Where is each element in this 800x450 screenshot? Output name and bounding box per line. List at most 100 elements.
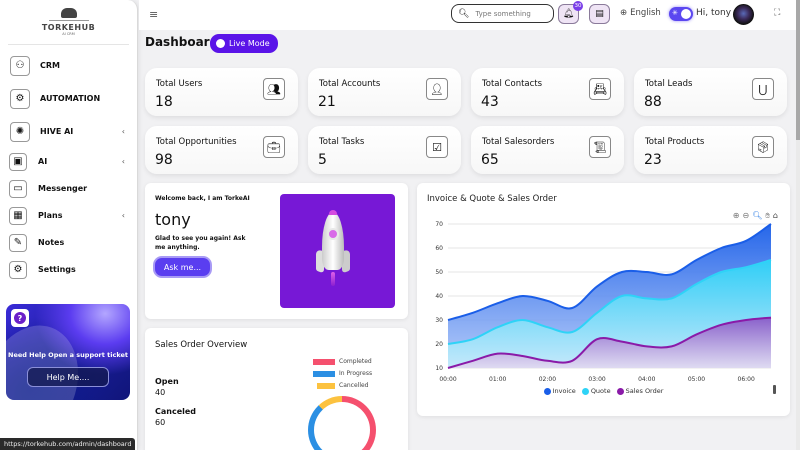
settings-icon: ⚙ <box>9 260 27 279</box>
sidebar-item-ai[interactable]: ▣ AI ‹ <box>0 148 137 175</box>
ask-me-button[interactable]: Ask me... <box>155 258 210 276</box>
stat-card-total-contacts[interactable]: Total Contacts 43 📇︎ <box>471 68 624 116</box>
opportunity-icon: 💼︎ <box>263 136 285 158</box>
legend-invoice[interactable]: Invoice <box>543 387 576 395</box>
selection-zoom-icon[interactable]: 🔍︎ <box>752 211 763 220</box>
sidebar-item-label: Plans <box>38 211 63 220</box>
chevron-left-icon[interactable]: ‹ <box>121 127 125 136</box>
legend-label: Completed <box>339 358 372 365</box>
notifications-button[interactable]: 🔔︎ 30 <box>558 1 583 24</box>
zoom-out-icon[interactable]: ⊖ <box>742 211 750 220</box>
search-box[interactable]: 🔍︎ <box>451 4 554 23</box>
svg-text:04:00: 04:00 <box>638 376 655 383</box>
welcome-intro: Welcome back, I am TorkeAI <box>155 195 250 202</box>
page-scrollbar[interactable] <box>796 0 800 450</box>
theme-toggle[interactable]: ✳ <box>669 7 693 21</box>
sales-donut-chart[interactable] <box>308 396 376 450</box>
live-mode-button[interactable]: Live Mode <box>210 34 278 53</box>
legend-in-progress[interactable]: In Progress <box>313 370 372 377</box>
stat-card-total-leads[interactable]: Total Leads 88 ⋃ <box>634 68 787 116</box>
welcome-user-name: tony <box>155 210 191 229</box>
live-mode-label: Live Mode <box>229 39 270 48</box>
svg-text:40: 40 <box>435 293 443 300</box>
sidebar-item-notes[interactable]: ✎ Notes <box>0 229 137 256</box>
stat-card-total-products[interactable]: Total Products 23 📦︎ <box>634 126 787 174</box>
stat-value: 98 <box>155 152 173 168</box>
legend-sales-order[interactable]: Sales Order <box>616 387 663 395</box>
plans-icon: ▦ <box>9 206 27 225</box>
stat-card-total-tasks[interactable]: Total Tasks 5 ☑ <box>308 126 461 174</box>
stat-label: Total Accounts <box>319 79 381 89</box>
globe-icon: ⊕ <box>620 8 628 18</box>
users-icon: 👥︎ <box>263 78 285 100</box>
sidebar-nav: ⚇ CRM ⚙ AUTOMATION ✺ HIVE AI ‹ ▣ AI ‹ ▭ Messen… <box>0 45 137 283</box>
stat-value: 21 <box>318 94 336 110</box>
line-quote[interactable] <box>447 259 772 345</box>
lead-magnet-icon: ⋃ <box>752 78 774 100</box>
salesorder-icon: 📜︎ <box>589 136 611 158</box>
stat-card-total-accounts[interactable]: Total Accounts 21 👤︎ <box>308 68 461 116</box>
chart-toolbar: ⊕ ⊖ 🔍︎ ✋︎ ⌂ <box>733 211 778 221</box>
help-me-button[interactable]: Help Me.... <box>27 367 109 387</box>
stat-label: Total Leads <box>645 79 693 89</box>
language-selector[interactable]: ⊕ English <box>620 8 661 18</box>
stat-value: 5 <box>318 152 327 168</box>
help-text: Need Help Open a support ticket <box>8 351 128 359</box>
sidebar-item-hive-ai[interactable]: ✺ HIVE AI ‹ <box>0 115 137 148</box>
svg-text:70: 70 <box>435 221 443 228</box>
user-avatar[interactable] <box>733 4 754 25</box>
legend-scroll-handle[interactable] <box>773 385 776 394</box>
hamburger-menu-icon[interactable]: ≡ <box>149 8 159 21</box>
legend-label: Quote <box>590 387 611 395</box>
sidebar-item-plans[interactable]: ▦ Plans ‹ <box>0 202 137 229</box>
sales-order-overview-card: Sales Order Overview Open 40 Canceled 60… <box>145 328 408 450</box>
svg-text:02:00: 02:00 <box>539 376 556 383</box>
search-input[interactable] <box>475 9 551 18</box>
bell-icon: 🔔︎ <box>562 9 575 19</box>
legend-completed[interactable]: Completed <box>313 358 372 365</box>
area-chart[interactable]: 10 20 30 40 50 60 70 00:00 01:00 02:00 03:00 04:00 0… <box>417 183 790 416</box>
line-invoice[interactable] <box>447 223 772 321</box>
chart-title: Invoice & Quote & Sales Order <box>427 194 557 204</box>
sales-overview-title: Sales Order Overview <box>155 340 248 350</box>
chevron-left-icon[interactable]: ‹ <box>121 157 125 166</box>
sidebar-item-label: AUTOMATION <box>40 94 101 103</box>
metric-canceled-value: 60 <box>155 418 166 427</box>
rocket-illustration <box>280 194 395 308</box>
sidebar-item-automation[interactable]: ⚙ AUTOMATION <box>0 82 137 115</box>
user-greeting[interactable]: Hi, tony <box>696 8 732 18</box>
svg-text:20: 20 <box>435 341 443 348</box>
ai-chip-icon: ▣ <box>9 152 27 171</box>
sidebar: TORKEHUB AI CRM ⚇ CRM ⚙ AUTOMATION ✺ HIVE … <box>0 0 138 450</box>
fullscreen-icon[interactable]: ⛶ <box>774 8 781 18</box>
legend-cancelled[interactable]: Cancelled <box>317 382 369 389</box>
stat-card-total-users[interactable]: Total Users 18 👥︎ <box>145 68 298 116</box>
stat-card-total-opportunities[interactable]: Total Opportunities 98 💼︎ <box>145 126 298 174</box>
stat-value: 23 <box>644 152 662 168</box>
legend-quote[interactable]: Quote <box>581 387 611 395</box>
zoom-in-icon[interactable]: ⊕ <box>732 211 740 220</box>
stat-label: Total Users <box>156 79 203 89</box>
scrollbar-thumb[interactable] <box>796 0 800 140</box>
stat-label: Total Opportunities <box>156 137 237 147</box>
chat-button[interactable]: ▤ <box>589 4 610 24</box>
line-sales-order[interactable] <box>447 316 772 369</box>
sidebar-item-messenger[interactable]: ▭ Messenger <box>0 175 137 202</box>
sidebar-item-crm[interactable]: ⚇ CRM <box>0 49 137 82</box>
svg-text:30: 30 <box>435 317 443 324</box>
logo-subtitle: AI CRM <box>62 32 75 36</box>
stat-card-total-salesorders[interactable]: Total Salesorders 65 📜︎ <box>471 126 624 174</box>
torkehub-logo[interactable]: TORKEHUB AI CRM <box>8 0 129 45</box>
sidebar-item-label: Settings <box>38 265 76 274</box>
stat-label: Total Tasks <box>319 137 365 147</box>
logo-name: TORKEHUB <box>41 23 96 32</box>
area-sales-order[interactable] <box>448 317 771 368</box>
rocket-flame <box>331 272 335 286</box>
sidebar-item-settings[interactable]: ⚙ Settings <box>0 256 137 283</box>
contacts-book-icon: 📇︎ <box>589 78 611 100</box>
stat-value: 18 <box>155 94 173 110</box>
reset-home-icon[interactable]: ⌂ <box>772 211 778 220</box>
question-glyph: ? <box>14 312 26 324</box>
pan-hand-icon[interactable]: ✋︎ <box>765 211 770 220</box>
chevron-left-icon[interactable]: ‹ <box>121 211 125 220</box>
